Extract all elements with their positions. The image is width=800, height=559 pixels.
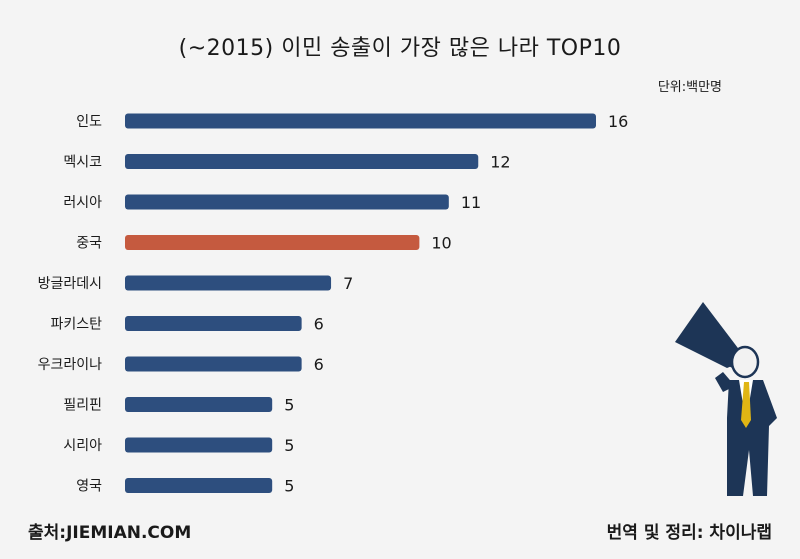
value-label: 12 [490,153,510,172]
bar [125,397,273,412]
bar [125,478,273,493]
category-label: 중국 [76,236,102,252]
bar [125,437,273,453]
value-label: 10 [431,234,451,253]
category-label: 멕시코 [63,155,102,171]
value-label: 5 [284,477,294,496]
value-label: 7 [343,274,353,293]
bar [125,113,596,129]
chart-title: (~2015) 이민 송출이 가장 많은 나라 TOP10 [178,36,622,61]
category-label: 필리핀 [63,398,102,414]
category-label: 시리아 [63,438,102,454]
megaphone-icon [675,302,747,368]
category-label: 인도 [76,114,102,130]
value-label: 6 [314,355,324,374]
bar [125,356,302,372]
value-label: 5 [284,396,294,415]
category-label: 파키스탄 [50,317,102,333]
megaphone-man-illustration [675,302,777,496]
bar [125,235,420,250]
value-label: 16 [608,112,628,131]
value-label: 11 [461,193,481,212]
bar [125,275,332,291]
bar [125,154,479,169]
category-label: 영국 [76,479,102,495]
category-label: 우크라이나 [38,357,103,373]
source-label: 출처:JIEMIAN.COM [28,523,192,543]
category-label: 러시아 [63,195,102,211]
value-label: 6 [314,315,324,334]
value-label: 5 [284,436,294,455]
unit-label: 단위:백만명 [657,80,722,95]
category-label: 방글라데시 [38,276,102,292]
bar [125,194,449,210]
credit-label: 번역 및 정리: 차이나랩 [606,523,772,543]
bar [125,316,302,331]
